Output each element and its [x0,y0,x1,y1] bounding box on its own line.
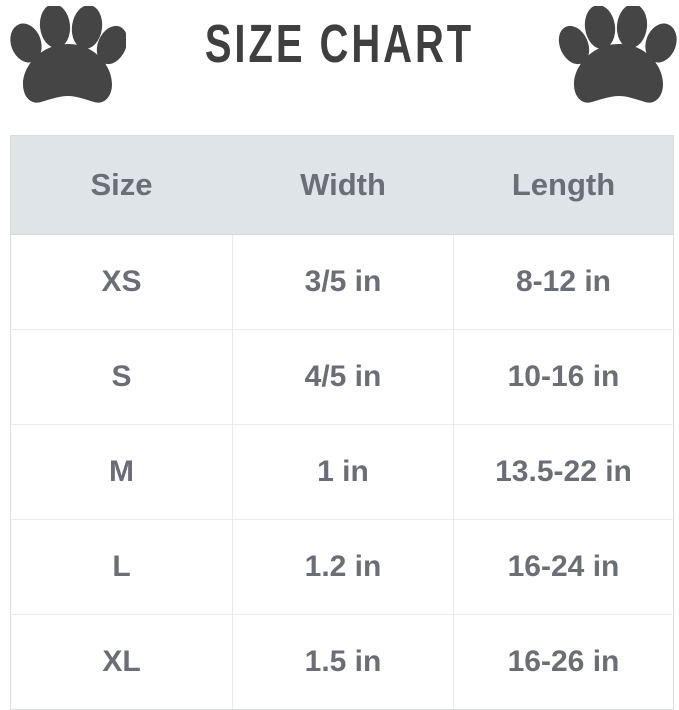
cell-size: M [10,424,233,520]
table-row: XS 3/5 in 8-12 in [10,234,674,330]
column-header-width: Width [232,135,454,235]
size-chart-table: Size Width Length XS 3/5 in 8-12 in S 4/… [10,135,674,710]
cell-size: L [10,519,233,615]
cell-length: 16-24 in [453,519,674,615]
table-body: XS 3/5 in 8-12 in S 4/5 in 10-16 in M 1 … [10,234,674,710]
table-row: XL 1.5 in 16-26 in [10,614,674,710]
column-header-size: Size [10,135,233,235]
cell-width: 4/5 in [232,329,454,425]
table-row: M 1 in 13.5-22 in [10,424,674,520]
cell-length: 16-26 in [453,614,674,710]
table-row: L 1.2 in 16-24 in [10,519,674,615]
cell-width: 1.5 in [232,614,454,710]
column-header-length: Length [453,135,674,235]
table-header-row: Size Width Length [10,135,674,235]
table-row: S 4/5 in 10-16 in [10,329,674,425]
cell-length: 13.5-22 in [453,424,674,520]
page-title: SIZE CHART [204,14,475,74]
paw-print-icon [556,4,679,110]
cell-size: S [10,329,233,425]
paw-print-icon [2,4,128,110]
cell-width: 1.2 in [232,519,454,615]
cell-size: XS [10,234,233,330]
cell-width: 1 in [232,424,454,520]
cell-width: 3/5 in [232,234,454,330]
page-header: SIZE CHART [0,0,679,130]
cell-size: XL [10,614,233,710]
table-header: Size Width Length [10,135,674,235]
cell-length: 8-12 in [453,234,674,330]
cell-length: 10-16 in [453,329,674,425]
